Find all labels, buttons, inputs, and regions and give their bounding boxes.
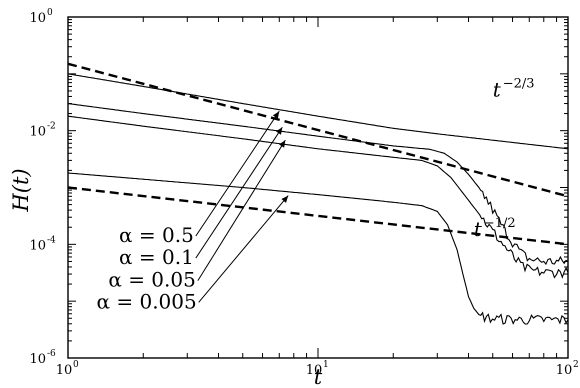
series-line — [67, 172, 569, 325]
reference-line-exponent: −2/3 — [503, 76, 535, 91]
annotation-arrowhead — [281, 195, 289, 203]
series-line — [67, 115, 569, 279]
series-line — [67, 103, 569, 266]
y-tick-exponent: -6 — [47, 349, 56, 359]
annotations: α = 0.5α = 0.1α = 0.05α = 0.005 — [96, 110, 289, 313]
x-axis-label: t — [314, 365, 323, 388]
y-tick-exponent: 0 — [47, 8, 53, 18]
y-axis-label: H(t) — [9, 168, 33, 212]
annotation-arrow — [195, 110, 280, 237]
annotation-arrow — [197, 139, 286, 281]
annotation-arrowhead — [279, 140, 286, 148]
series-line — [67, 73, 569, 150]
annotation-label: α = 0.005 — [96, 289, 196, 313]
reference-line-label: t — [474, 217, 483, 241]
reference-lines: t −2/3t −1/2 — [67, 62, 569, 246]
plot-frame — [67, 16, 569, 359]
y-tick-label: 10 — [29, 125, 46, 140]
y-tick-label: 10 — [29, 11, 46, 26]
x-tick-exponent: 1 — [323, 360, 329, 370]
x-tick-exponent: 2 — [573, 360, 579, 370]
annotation-label: α = 0.1 — [119, 245, 194, 269]
annotation-label: α = 0.5 — [119, 223, 194, 247]
annotation-arrowhead — [272, 111, 280, 119]
y-tick-exponent: -2 — [47, 122, 56, 132]
annotation-arrowhead — [275, 127, 283, 135]
y-tick-label: 10 — [29, 352, 46, 367]
x-tick-label: 10 — [56, 363, 73, 378]
annotation-arrow — [195, 126, 283, 259]
y-tick-label: 10 — [29, 238, 46, 253]
annotation-arrow — [198, 195, 289, 303]
y-tick-exponent: -4 — [47, 235, 56, 245]
x-tick-label: 10 — [556, 363, 573, 378]
data-series — [67, 73, 569, 325]
reference-line — [67, 62, 569, 198]
annotation-label: α = 0.05 — [108, 268, 196, 292]
x-tick-exponent: 0 — [73, 360, 79, 370]
x-tick-label: 10 — [306, 363, 323, 378]
reference-line-label: t — [493, 77, 502, 101]
